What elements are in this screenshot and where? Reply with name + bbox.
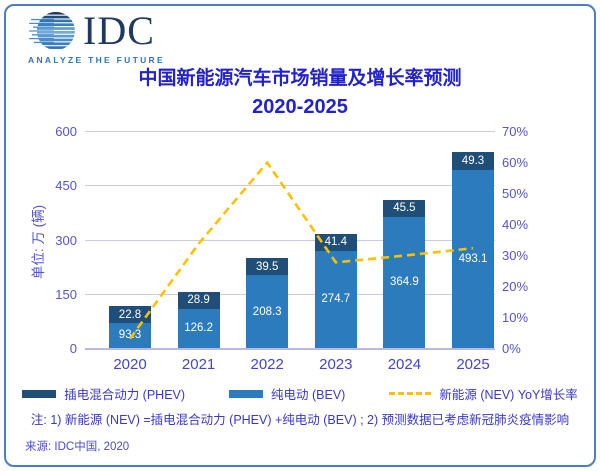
right-axis-tick-label: 40% (502, 217, 529, 232)
bev-value-label: 208.3 (252, 305, 282, 318)
left-axis-tick-label: 300 (55, 232, 77, 248)
left-axis-tick-label: 450 (55, 178, 77, 194)
legend: 插电混合动力 (PHEV) 纯电动 (BEV) 新能源 (NEV) YoY增长率 (0, 384, 600, 403)
x-axis-label: 2020 (113, 356, 147, 373)
phev-segment: 28.9 (177, 291, 220, 309)
idc-brand-text: IDC (83, 8, 155, 53)
x-axis-label: 2025 (456, 356, 490, 373)
right-axis-tick-label: 60% (502, 155, 529, 170)
stacked-bar: 41.4 274.7 (314, 233, 357, 348)
phev-value-label: 41.4 (324, 236, 347, 249)
legend-bar-swatch (22, 389, 57, 398)
footnote: 注: 1) 新能源 (NEV) =插电混合动力 (PHEV) +纯电动 (BEV… (30, 413, 570, 427)
gridline (85, 185, 495, 187)
yoy-growth-line (128, 160, 474, 340)
bev-segment: 208.3 (246, 275, 289, 348)
right-axis-tick-label: 10% (502, 310, 529, 325)
phev-value-label: 49.3 (461, 154, 485, 167)
source-line: 来源: IDC中国, 2020 (25, 441, 130, 453)
idc-globe-icon (29, 11, 75, 49)
right-axis-tick-label: 70% (502, 124, 529, 139)
gridline (85, 131, 495, 132)
idc-logo: IDC ANALYZE THE FUTURE (28, 8, 165, 66)
right-axis-tick-label: 20% (502, 279, 529, 294)
right-axis-tick-label: 0% (502, 341, 521, 356)
x-axis-label: 2021 (181, 356, 216, 373)
bev-segment: 93.3 (109, 323, 151, 348)
legend-item: 纯电动 (BEV) (229, 384, 345, 403)
idc-tagline: ANALYZE THE FUTURE (28, 55, 165, 65)
bev-value-label: 364.9 (390, 276, 419, 289)
left-axis-tick-label: 0 (69, 341, 77, 356)
legend-item: 新能源 (NEV) YoY增长率 (389, 384, 578, 403)
phev-value-label: 39.5 (255, 260, 279, 273)
right-axis-tick-label: 50% (502, 186, 529, 201)
stacked-bar: 28.9 126.2 (177, 291, 220, 348)
chart-title-line2: 2020-2025 (252, 95, 348, 118)
bev-value-label: 93.3 (118, 329, 142, 342)
bev-segment: 126.2 (177, 308, 220, 348)
phev-segment: 49.3 (452, 151, 494, 170)
gridline (85, 293, 495, 295)
left-axis-tick-label: 150 (55, 286, 77, 302)
bev-segment: 274.7 (314, 250, 357, 348)
legend-label: 插电混合动力 (PHEV) (64, 388, 186, 402)
phev-value-label: 45.5 (393, 202, 416, 215)
bev-value-label: 493.1 (458, 252, 488, 265)
x-axis-label: 2022 (250, 356, 284, 373)
chart-title: 中国新能源汽车市场销量及增长率预测 2020-2025 (0, 66, 600, 121)
phev-value-label: 28.9 (187, 294, 210, 307)
phev-value-label: 22.8 (118, 308, 142, 321)
stacked-bar: 22.8 93.3 (109, 306, 151, 348)
stacked-bar: 45.5 364.9 (383, 199, 426, 348)
x-axis-label: 2023 (319, 356, 353, 373)
phev-segment: 45.5 (383, 199, 426, 217)
stacked-bar: 49.3 493.1 (452, 151, 494, 348)
left-axis-tick-label: 600 (55, 124, 77, 139)
right-axis-tick-label: 30% (502, 248, 529, 263)
phev-segment: 22.8 (109, 306, 151, 323)
phev-segment: 39.5 (246, 258, 289, 276)
gridline (85, 239, 495, 241)
legend-line-swatch (389, 392, 432, 395)
chart-title-line1: 中国新能源汽车市场销量及增长率预测 (138, 68, 462, 89)
bev-value-label: 274.7 (321, 293, 351, 306)
stacked-bar: 39.5 208.3 (246, 258, 289, 348)
plot-area: 22.8 93.3 28.9 126.2 39.5 208.3 41.4 274.7 45.5 3… (85, 131, 495, 350)
bev-segment: 364.9 (383, 216, 426, 348)
x-axis-label: 2024 (387, 356, 422, 373)
bev-segment: 493.1 (452, 169, 494, 348)
legend-bar-swatch (229, 389, 264, 398)
legend-label: 新能源 (NEV) YoY增长率 (439, 388, 578, 402)
legend-label: 纯电动 (BEV) (271, 388, 346, 402)
bev-value-label: 126.2 (184, 322, 213, 335)
legend-item: 插电混合动力 (PHEV) (22, 384, 185, 403)
